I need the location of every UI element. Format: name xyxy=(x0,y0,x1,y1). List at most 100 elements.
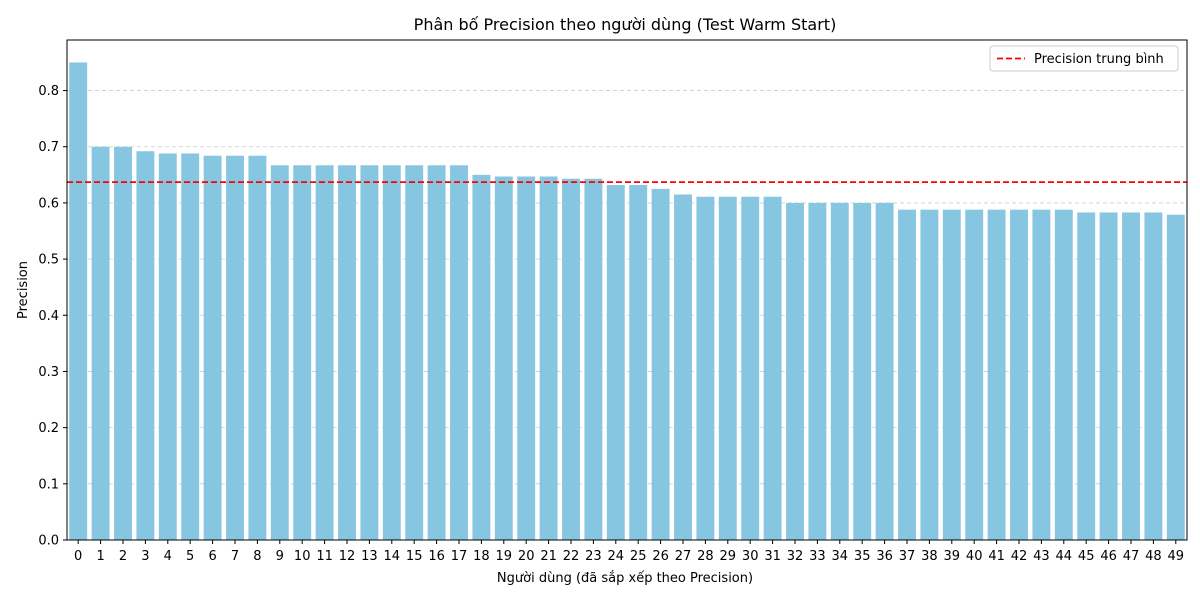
bar xyxy=(158,153,177,540)
y-tick-label: 0.5 xyxy=(38,253,59,268)
y-axis: 0.0 0.1 0.2 0.3 0.4 0.5 0.6 0.7 0.8 xyxy=(38,84,67,549)
bar xyxy=(203,155,222,540)
x-tick-label: 49 xyxy=(1168,549,1185,564)
bar xyxy=(920,209,939,541)
bar xyxy=(293,165,312,541)
x-tick-label: 18 xyxy=(473,549,490,564)
bar xyxy=(1010,209,1028,541)
bar xyxy=(1054,209,1073,541)
bar xyxy=(517,176,536,541)
bar xyxy=(942,209,961,541)
bar xyxy=(875,202,894,541)
y-tick-label: 0.1 xyxy=(38,477,59,492)
bar xyxy=(741,196,760,540)
bar xyxy=(1099,212,1118,540)
legend: Precision trung bình xyxy=(989,45,1179,72)
x-axis-label: Người dùng (đã sắp xếp theo Precision) xyxy=(497,571,753,586)
bar xyxy=(494,176,513,541)
bar xyxy=(382,165,401,541)
legend-box xyxy=(989,45,1179,72)
x-tick-label: 46 xyxy=(1100,549,1117,564)
bars-group xyxy=(69,62,1185,541)
y-tick-label: 0.3 xyxy=(38,365,59,380)
x-tick-label: 36 xyxy=(876,549,893,564)
x-tick-label: 5 xyxy=(186,549,194,564)
bar xyxy=(562,178,580,540)
y-tick-label: 0.6 xyxy=(38,196,59,211)
x-tick-label: 14 xyxy=(384,549,401,564)
x-tick-label: 7 xyxy=(231,549,239,564)
x-tick-label: 37 xyxy=(899,549,916,564)
bar xyxy=(853,202,872,541)
bar xyxy=(1032,209,1051,541)
bar xyxy=(315,165,334,541)
x-tick-label: 20 xyxy=(518,549,535,564)
x-tick-label: 0 xyxy=(74,549,82,564)
plot-frame xyxy=(66,39,1188,541)
x-tick-label: 15 xyxy=(406,549,423,564)
bar xyxy=(718,196,737,540)
x-tick-label: 23 xyxy=(585,549,602,564)
x-tick-label: 13 xyxy=(361,549,378,564)
x-tick-label: 24 xyxy=(608,549,625,564)
x-tick-label: 4 xyxy=(164,549,172,564)
x-tick-label: 43 xyxy=(1033,549,1050,564)
x-tick-label: 48 xyxy=(1145,549,1162,564)
x-tick-label: 44 xyxy=(1056,549,1073,564)
bar xyxy=(1144,212,1163,540)
y-tick-label: 0.0 xyxy=(38,534,59,549)
bar xyxy=(786,202,804,541)
bar xyxy=(898,209,916,541)
x-tick-label: 6 xyxy=(208,549,216,564)
y-tick-label: 0.4 xyxy=(38,309,59,324)
x-tick-label: 26 xyxy=(652,549,669,564)
x-tick-label: 2 xyxy=(119,549,127,564)
x-tick-label: 1 xyxy=(96,549,104,564)
bar xyxy=(114,146,132,540)
bar xyxy=(472,174,491,540)
x-tick-label: 45 xyxy=(1078,549,1095,564)
x-tick-label: 22 xyxy=(563,549,580,564)
bar xyxy=(987,209,1006,541)
bar xyxy=(338,165,356,541)
x-tick-label: 33 xyxy=(809,549,826,564)
bar xyxy=(606,184,625,540)
x-tick-label: 32 xyxy=(787,549,804,564)
bar xyxy=(651,188,670,540)
bar xyxy=(1077,212,1096,540)
x-tick-label: 21 xyxy=(540,549,557,564)
bar xyxy=(69,62,88,540)
x-tick-label: 17 xyxy=(451,549,468,564)
x-tick-label: 11 xyxy=(316,549,333,564)
bar xyxy=(1166,214,1185,540)
y-tick-label: 0.7 xyxy=(38,140,59,155)
x-tick-label: 35 xyxy=(854,549,871,564)
x-tick-label: 3 xyxy=(141,549,149,564)
x-axis: 0 1 2 3 4 5 6 7 8 9 10 11 12 13 14 15 16 17 18 19 20 21 22 23 24… xyxy=(74,540,1184,564)
bar xyxy=(226,155,244,540)
bar xyxy=(360,165,379,541)
bar xyxy=(405,165,424,541)
y-tick-label: 0.2 xyxy=(38,421,59,436)
x-tick-label: 34 xyxy=(832,549,849,564)
bar xyxy=(450,165,468,541)
bar xyxy=(584,178,603,540)
bar xyxy=(91,146,110,540)
bar xyxy=(696,196,715,540)
x-tick-label: 47 xyxy=(1123,549,1140,564)
bar xyxy=(1122,212,1140,540)
bar xyxy=(965,209,984,541)
x-tick-label: 30 xyxy=(742,549,759,564)
x-tick-label: 42 xyxy=(1011,549,1028,564)
x-tick-label: 16 xyxy=(428,549,445,564)
x-tick-label: 40 xyxy=(966,549,983,564)
bar xyxy=(629,184,648,540)
bar xyxy=(763,196,782,540)
x-tick-label: 29 xyxy=(720,549,737,564)
bar xyxy=(830,202,849,541)
x-tick-label: 25 xyxy=(630,549,647,564)
x-tick-label: 41 xyxy=(988,549,1005,564)
x-tick-label: 38 xyxy=(921,549,938,564)
bar xyxy=(808,202,827,541)
